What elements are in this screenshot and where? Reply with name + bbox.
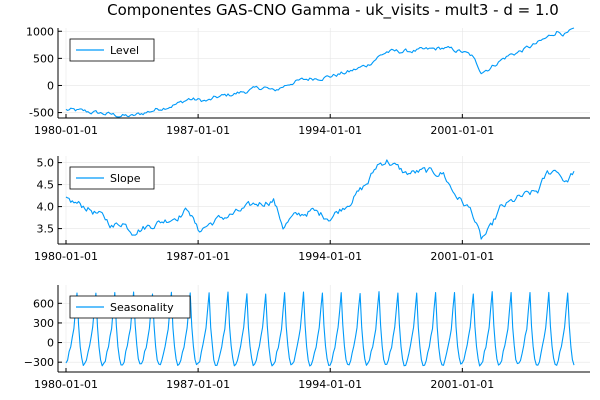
x-tick-label: 1987-01-01 — [166, 124, 230, 137]
y-tick-label: 4.0 — [37, 201, 55, 214]
x-tick-label: 1994-01-01 — [298, 378, 362, 391]
y-tick-label: 4.5 — [37, 179, 55, 192]
x-tick-label: 2001-01-01 — [430, 124, 494, 137]
x-tick-label: 1994-01-01 — [298, 250, 362, 263]
legend-box — [69, 38, 155, 62]
y-tick-label: −300 — [24, 356, 54, 369]
y-tick-label: 600 — [33, 297, 54, 310]
legend-box — [69, 295, 191, 319]
y-tick-label: 5.0 — [37, 157, 55, 170]
seasonality-panel: −300 0 300 600 1980-01-01 1987-01-01 1994-01-0… — [24, 285, 590, 391]
y-tick-label: 300 — [33, 317, 54, 330]
chart-title: Componentes GAS-CNO Gamma - uk_visits - … — [107, 1, 559, 20]
series-line-level — [65, 27, 575, 118]
legend-box — [69, 166, 155, 190]
x-tick-label: 1980-01-01 — [34, 250, 98, 263]
level-panel: -500 0 500 1000 1980-01-01 1987-01-01 1994-01-… — [26, 25, 590, 137]
legend-label: Slope — [110, 172, 141, 185]
x-tick-label: 1980-01-01 — [34, 378, 98, 391]
legend-label: Level — [110, 44, 139, 57]
y-tick-label: 1000 — [26, 25, 54, 38]
x-tick-label: 2001-01-01 — [430, 250, 494, 263]
slope-panel: 3.5 4.0 4.5 5.0 1980-01-01 1987-01-01 1994-01-… — [34, 156, 590, 263]
series-line-slope — [65, 159, 575, 240]
x-tick-label: 1980-01-01 — [34, 124, 98, 137]
y-tick-label: 500 — [33, 52, 54, 65]
y-tick-label: 3.5 — [37, 223, 55, 236]
y-tick-label: -500 — [29, 107, 54, 120]
x-tick-label: 2001-01-01 — [430, 378, 494, 391]
y-tick-label: 0 — [47, 337, 54, 350]
legend-label: Seasonality — [110, 301, 174, 314]
y-tick-label: 0 — [47, 79, 54, 92]
x-tick-label: 1994-01-01 — [298, 124, 362, 137]
x-tick-label: 1987-01-01 — [166, 250, 230, 263]
x-tick-label: 1987-01-01 — [166, 378, 230, 391]
